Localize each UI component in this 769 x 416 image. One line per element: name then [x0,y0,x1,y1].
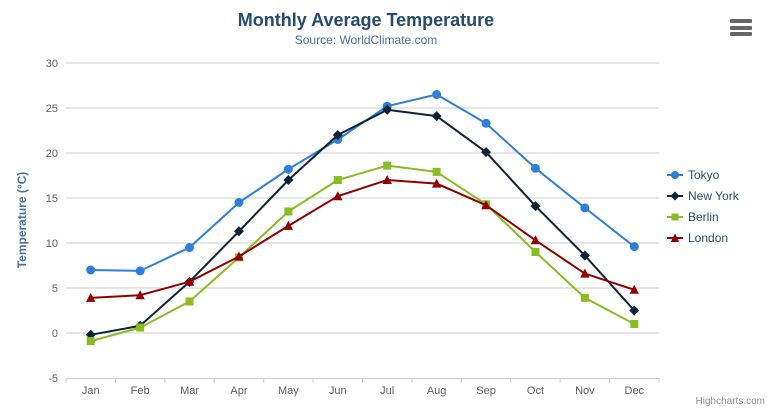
data-point[interactable] [234,251,244,261]
x-axis-label: Aug [427,385,447,397]
data-point[interactable] [86,265,96,275]
data-point[interactable] [629,305,640,316]
data-point[interactable] [136,323,145,332]
series-berlin [86,161,639,346]
y-axis-label: -5 [48,373,58,385]
x-axis: Jan Feb Mar Apr May Jun Jul Aug Sep Oct Nov Dec [65,378,660,397]
data-point[interactable] [481,147,492,158]
data-point[interactable] [234,198,244,207]
data-point[interactable] [432,167,441,176]
data-point[interactable] [284,207,293,216]
series-new-york [85,104,640,340]
export-menu-button[interactable] [730,19,752,36]
hamburger-icon [730,32,752,36]
y-axis-label: 20 [46,148,58,160]
y-axis-title: Temperature (°C) [15,171,29,269]
x-axis-label: Jul [380,385,394,397]
legend: Tokyo New York Berlin London [667,164,739,248]
data-point[interactable] [431,178,442,188]
x-axis-label: Feb [131,385,150,397]
data-point[interactable] [580,203,590,213]
y-gridlines: -5 0 5 10 15 20 25 30 [46,58,659,385]
data-point[interactable] [382,175,392,184]
data-point[interactable] [86,337,95,346]
data-point[interactable] [283,220,294,230]
data-point[interactable] [135,266,145,276]
series-tokyo [86,90,639,276]
data-point[interactable] [481,118,491,128]
legend-item-london[interactable]: London [667,227,739,248]
x-axis-label: Dec [625,385,645,397]
x-axis-label: Sep [476,385,496,397]
data-point[interactable] [333,176,342,184]
square-legend-icon [667,213,683,220]
hamburger-icon [730,19,752,23]
data-point[interactable] [432,90,442,99]
legend-item-berlin[interactable]: Berlin [667,206,739,227]
legend-label: New York [688,188,739,203]
data-point[interactable] [481,200,491,210]
data-point[interactable] [530,201,541,212]
y-axis-label: 25 [46,103,58,115]
y-axis-label: 5 [52,283,58,295]
series-london [86,175,639,302]
x-axis-label: Apr [230,385,247,397]
x-axis-label: Jun [329,385,347,397]
y-axis-label: 0 [52,328,58,340]
data-point[interactable] [283,164,293,174]
data-point[interactable] [233,226,244,237]
data-point[interactable] [185,243,195,252]
data-point[interactable] [333,191,343,201]
data-point[interactable] [580,293,589,302]
chart-title: Monthly Average Temperature [237,10,495,30]
y-axis-label: 30 [46,58,58,70]
data-point[interactable] [530,235,541,245]
data-point[interactable] [382,104,393,115]
x-axis-label: May [278,385,299,397]
chart-subtitle: Source: WorldClimate.com [294,33,438,47]
data-point[interactable] [579,250,590,261]
data-point[interactable] [630,320,639,328]
legend-label: Tokyo [688,167,720,182]
x-axis-label: Nov [575,385,595,397]
data-point[interactable] [629,284,639,294]
legend-label: Berlin [688,209,719,224]
data-point[interactable] [580,268,590,278]
data-point[interactable] [184,276,195,286]
legend-label: London [688,230,729,245]
x-axis-label: Oct [527,385,544,397]
data-point[interactable] [530,163,540,173]
data-point[interactable] [629,242,639,252]
data-point[interactable] [531,248,540,256]
hamburger-icon [730,25,752,30]
legend-item-new-york[interactable]: New York [667,185,739,206]
data-point[interactable] [135,290,145,300]
legend-item-tokyo[interactable]: Tokyo [667,164,739,185]
data-point[interactable] [431,111,442,122]
data-point[interactable] [86,292,96,302]
y-axis-label: 10 [46,238,58,250]
data-point[interactable] [383,161,392,170]
y-axis-label: 15 [46,193,58,205]
data-point[interactable] [283,175,294,185]
credits-link[interactable]: Highcharts.com [695,396,765,407]
data-point[interactable] [332,130,343,140]
triangle-legend-icon [667,233,683,242]
x-axis-label: Mar [180,385,199,397]
data-point[interactable] [185,297,194,306]
x-axis-label: Jan [82,385,100,397]
diamond-legend-icon [667,191,683,200]
circle-legend-icon [667,170,683,179]
